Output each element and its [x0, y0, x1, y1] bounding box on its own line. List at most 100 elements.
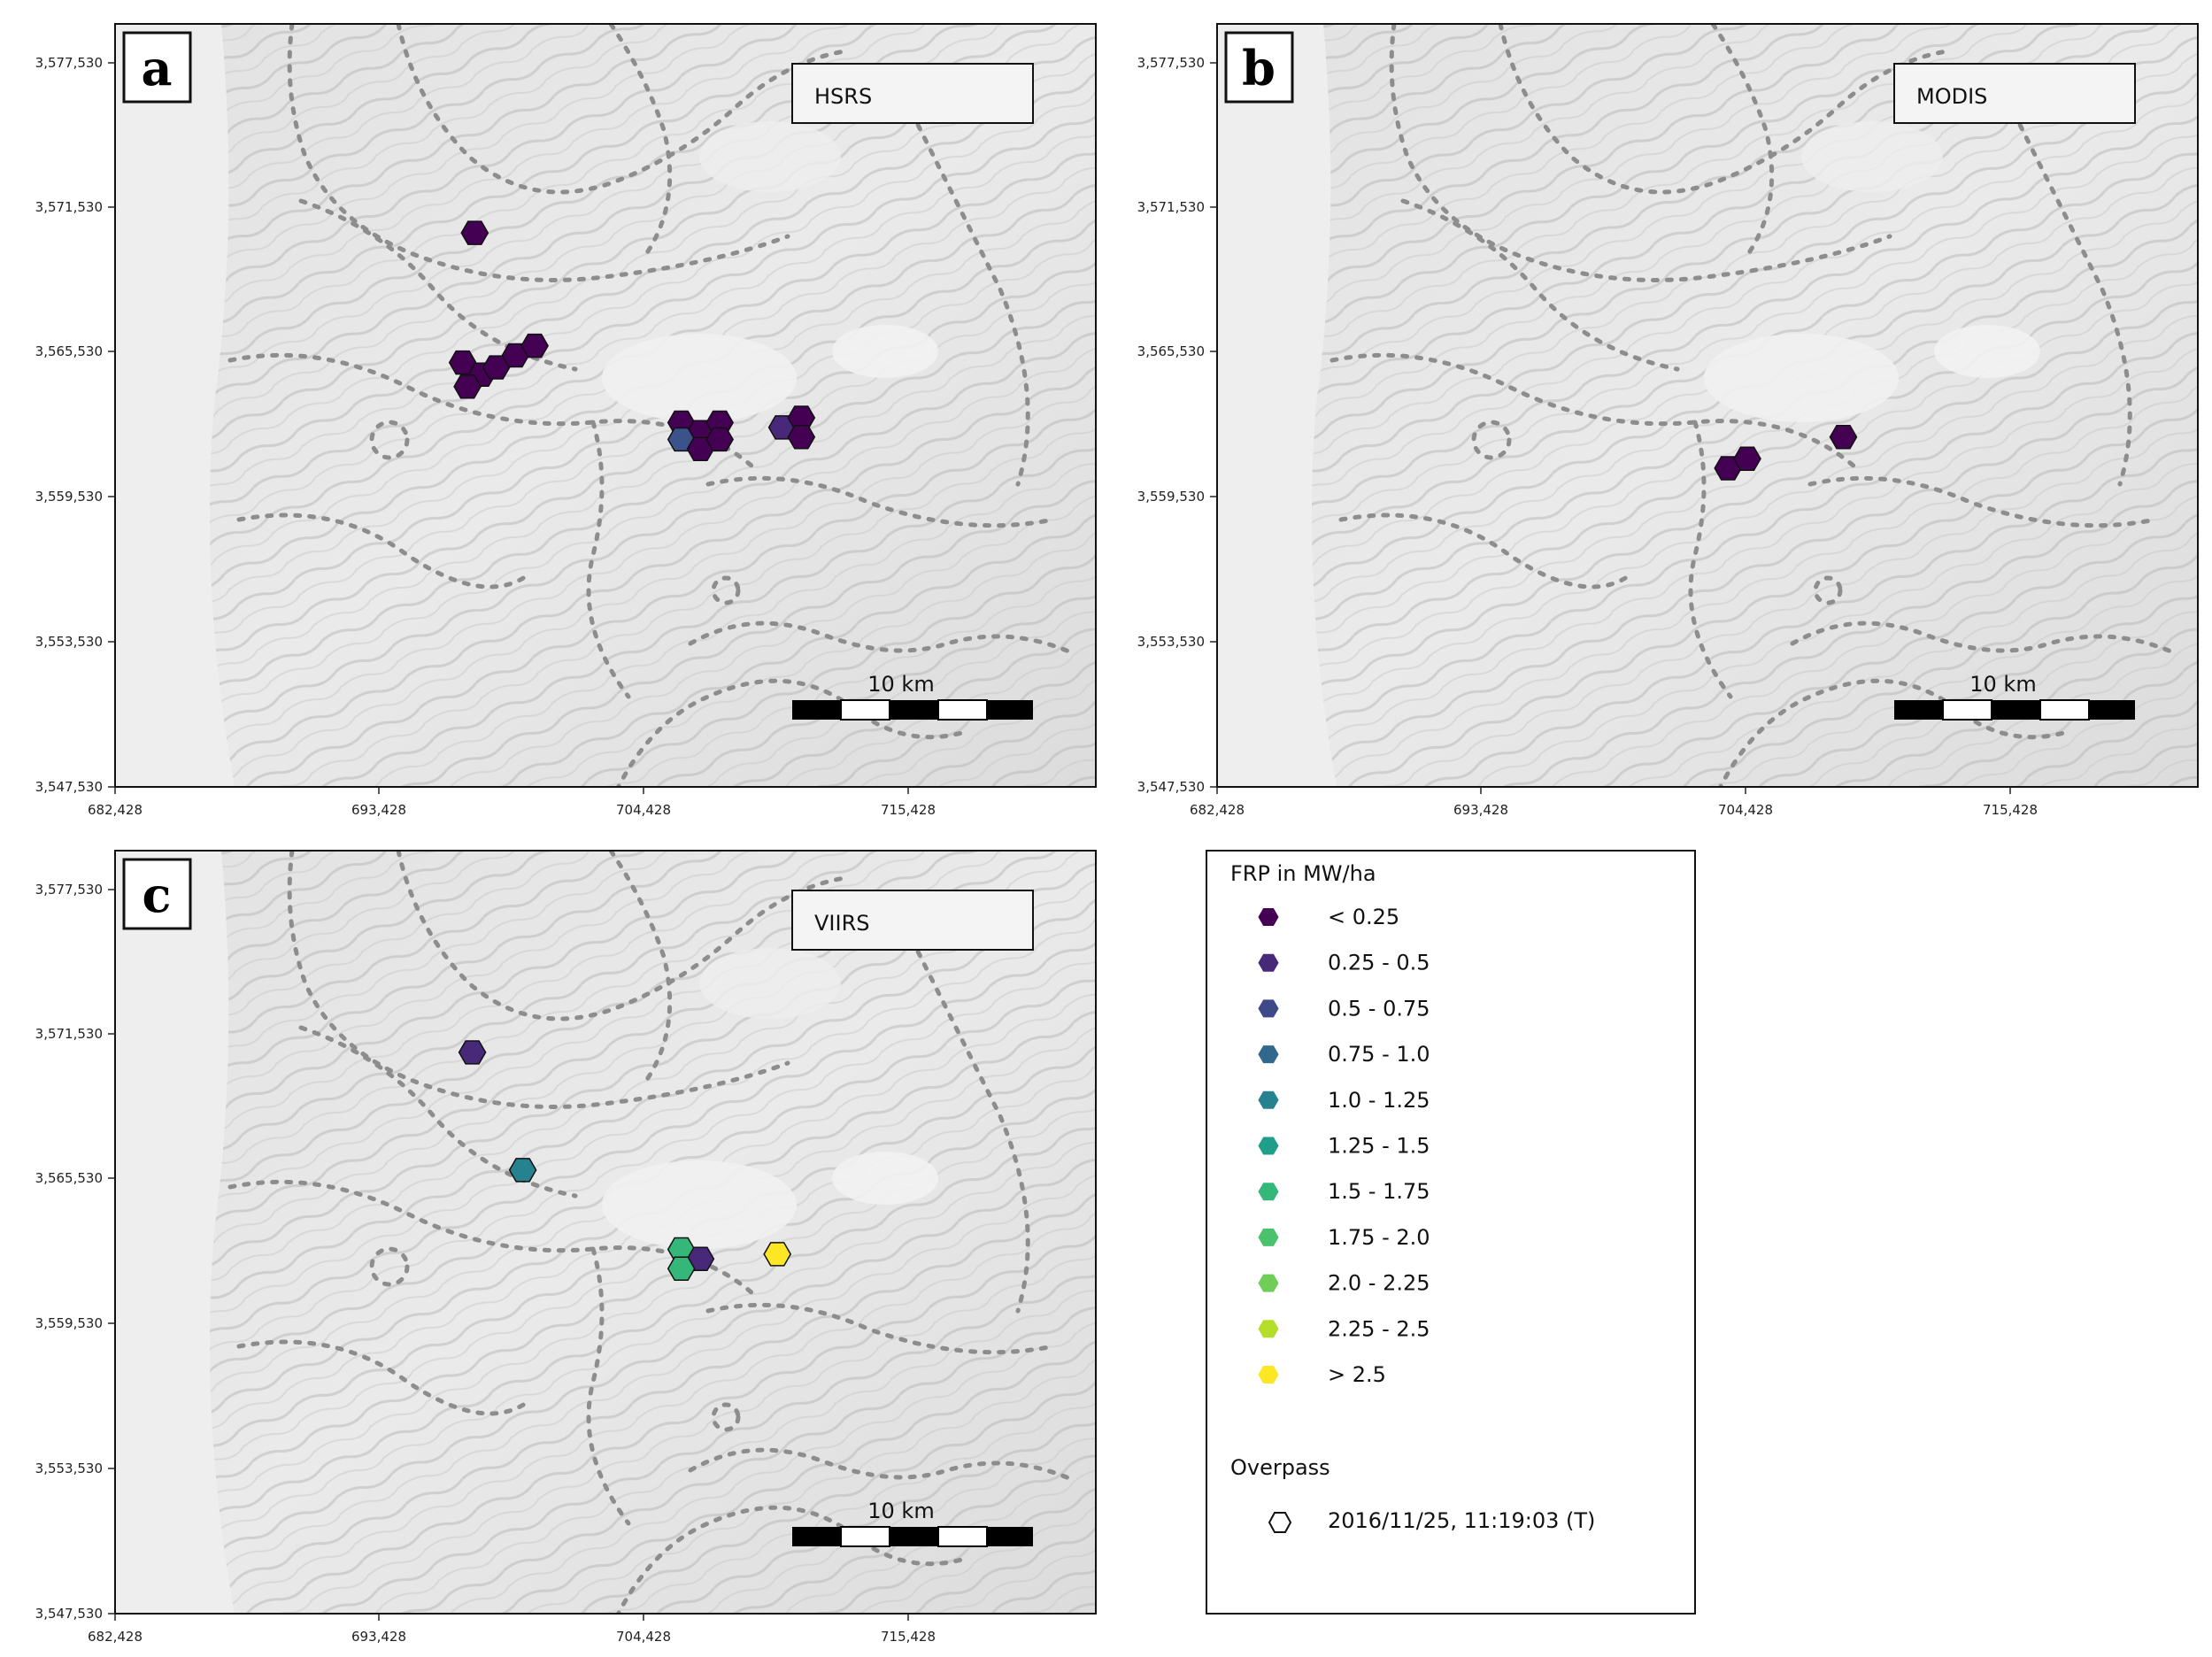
scale-bar-label: 10 km [867, 1499, 934, 1523]
fire-pixel-hexagon [787, 425, 816, 450]
map-panel-b: b MODIS 10 km 682,428 693,428 704,428 71… [1137, 23, 2199, 818]
fire-pixel-layer [458, 1040, 792, 1281]
panel-letter-box [122, 858, 192, 930]
legend-item-label: 1.0 - 1.25 [1328, 1088, 1430, 1113]
legend-box [1206, 850, 1696, 1615]
legend-item-label: 1.25 - 1.5 [1328, 1134, 1430, 1159]
map-frame [114, 23, 1097, 788]
panel-letter: a [142, 40, 173, 96]
scale-bar: 10 km [792, 1499, 1033, 1547]
legend-swatch-hexagon-icon [1258, 1366, 1279, 1383]
y-tick-label: 3,553,530 [35, 634, 103, 650]
legend-item-label: 1.5 - 1.75 [1328, 1179, 1430, 1204]
fire-pixel-hexagon [453, 374, 482, 399]
legend-swatch-hexagon-icon [1258, 1183, 1279, 1201]
y-tick-label: 3,553,530 [1137, 634, 1205, 650]
legend-overpass-label: 2016/11/25, 11:19:03 (T) [1328, 1508, 1595, 1533]
legend-swatch-hexagon-icon [1258, 1091, 1279, 1109]
y-tick-label: 3,571,530 [35, 1026, 103, 1042]
legend-swatch-hexagon-icon [1258, 1045, 1279, 1064]
legend-item-label: 0.25 - 0.5 [1328, 951, 1430, 975]
legend-item-label: 0.75 - 1.0 [1328, 1042, 1430, 1067]
panel-letter-box [122, 31, 192, 104]
x-tick-label: 682,428 [88, 1629, 143, 1645]
sensor-label: VIIRS [814, 911, 869, 936]
legend-item-label: < 0.25 [1328, 905, 1399, 929]
x-tick-label: 715,428 [881, 802, 936, 818]
x-tick-label: 693,428 [351, 802, 406, 818]
x-axis: 682,428 693,428 704,428 715,428 [1190, 787, 2038, 818]
y-tick-label: 3,577,530 [35, 882, 103, 898]
fire-pixel-layer [448, 220, 816, 462]
legend-swatch-hexagon-icon [1258, 1274, 1279, 1292]
fire-pixel-hexagon [763, 1242, 792, 1267]
fire-pixel-hexagon [458, 1040, 487, 1065]
fire-pixel-layer [1714, 425, 1858, 481]
legend-overpass-title: Overpass [1230, 1455, 1330, 1480]
overpass-hexagon-icon [1268, 1512, 1292, 1533]
legend-item-label: 0.5 - 0.75 [1328, 996, 1430, 1021]
y-tick-label: 3,547,530 [35, 779, 103, 795]
fire-pixel-hexagon [508, 1158, 537, 1183]
fire-pixel-hexagon [460, 220, 489, 245]
legend-swatch-hexagon-icon [1258, 908, 1279, 926]
panel-letter: b [1242, 40, 1276, 96]
scale-bar: 10 km [1894, 672, 2135, 721]
x-tick-label: 682,428 [1190, 802, 1245, 818]
y-tick-label: 3,547,530 [35, 1606, 103, 1622]
x-axis: 682,428 693,428 704,428 715,428 [88, 787, 936, 818]
sensor-label-box [1893, 63, 2136, 124]
sensor-label: HSRS [814, 84, 872, 109]
legend-item-label: 2.0 - 2.25 [1328, 1271, 1430, 1296]
legend-swatch-hexagon-icon [1258, 1137, 1279, 1155]
x-tick-label: 715,428 [881, 1629, 936, 1645]
legend-swatch-hexagon-icon [1258, 999, 1279, 1018]
hillshade-basemap [1217, 24, 2198, 803]
panel-letter-box [1224, 31, 1294, 104]
y-tick-label: 3,559,530 [35, 489, 103, 505]
legend-item-label: 2.25 - 2.5 [1328, 1316, 1430, 1341]
scale-bar: 10 km [792, 672, 1033, 721]
legend-swatch-hexagon-icon [1258, 1320, 1279, 1338]
map-frame [1216, 23, 2199, 788]
x-axis: 682,428 693,428 704,428 715,428 [88, 1614, 936, 1645]
x-tick-label: 682,428 [88, 802, 143, 818]
x-tick-label: 693,428 [1453, 802, 1508, 818]
fire-pixel-hexagon [1733, 446, 1761, 471]
y-tick-label: 3,559,530 [1137, 489, 1205, 505]
legend: FRP in MW/ha < 0.25 0.25 - 0.5 0.5 - 0.75 0… [1206, 850, 1696, 1615]
y-axis: 3,577,530 3,571,530 3,565,530 3,559,530 … [35, 55, 115, 795]
legend-item-label: > 2.5 [1328, 1362, 1386, 1387]
panel-letter: c [143, 867, 172, 923]
sensor-label-box [791, 63, 1034, 124]
y-tick-label: 3,577,530 [35, 55, 103, 71]
hillshade-basemap [115, 24, 1096, 803]
fire-pixel-hexagon [667, 1256, 696, 1281]
y-tick-label: 3,565,530 [35, 343, 103, 359]
x-tick-label: 704,428 [616, 802, 671, 818]
x-tick-label: 715,428 [1983, 802, 2038, 818]
y-tick-label: 3,577,530 [1137, 55, 1205, 71]
y-tick-label: 3,571,530 [35, 199, 103, 215]
y-tick-label: 3,559,530 [35, 1315, 103, 1331]
y-axis: 3,577,530 3,571,530 3,565,530 3,559,530 … [35, 882, 115, 1622]
fire-pixel-hexagon [520, 333, 549, 358]
x-tick-label: 693,428 [351, 1629, 406, 1645]
map-panel-a: a HSRS 10 km 682,428 693,428 704,428 715… [35, 23, 1097, 818]
x-tick-label: 704,428 [616, 1629, 671, 1645]
sensor-label: MODIS [1916, 84, 1987, 109]
x-tick-label: 704,428 [1718, 802, 1773, 818]
legend-item-label: 1.75 - 2.0 [1328, 1225, 1430, 1250]
map-frame [114, 850, 1097, 1615]
hillshade-basemap [115, 851, 1096, 1630]
y-tick-label: 3,565,530 [35, 1170, 103, 1186]
legend-items: < 0.25 0.25 - 0.5 0.5 - 0.75 0.75 - 1.0 1.0 … [1258, 905, 1430, 1387]
fire-pixel-hexagon [1829, 425, 1858, 450]
sensor-label-box [791, 890, 1034, 951]
legend-swatch-hexagon-icon [1258, 953, 1279, 972]
scale-bar-label: 10 km [867, 672, 934, 697]
legend-title: FRP in MW/ha [1230, 861, 1376, 886]
scale-bar-label: 10 km [1969, 672, 2036, 697]
y-tick-label: 3,565,530 [1137, 343, 1205, 359]
